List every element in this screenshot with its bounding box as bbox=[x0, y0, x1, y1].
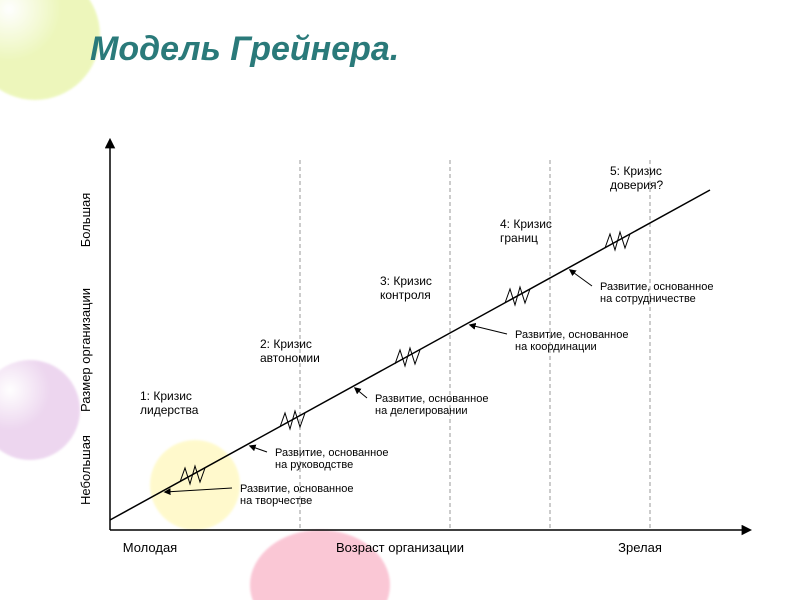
x-axis-ticks: Молодая Возраст организации Зрелая bbox=[123, 540, 662, 555]
stage-arrow-icon bbox=[470, 325, 507, 334]
svg-text:контроля: контроля bbox=[380, 288, 431, 302]
crisis-jag-icon bbox=[395, 348, 420, 366]
stage-labels: Развитие, основанноена творчествеРазвити… bbox=[165, 270, 713, 507]
svg-text:автономии: автономии bbox=[260, 351, 320, 365]
crisis-jag-icon bbox=[280, 411, 305, 429]
stage-label: Развитие, основанноена координации bbox=[470, 325, 628, 353]
svg-text:4: Кризис: 4: Кризис bbox=[500, 217, 552, 231]
x-tick-label: Возраст организации bbox=[336, 540, 464, 555]
stage-label: Развитие, основанноена делегировании bbox=[355, 388, 488, 417]
crisis-label: 1: Кризислидерства bbox=[140, 389, 199, 417]
grid-lines bbox=[300, 160, 650, 530]
stage-arrow-icon bbox=[355, 388, 367, 398]
svg-text:Развитие, основанное: Развитие, основанное bbox=[275, 447, 388, 459]
crisis-label: 5: Кризисдоверия? bbox=[610, 164, 663, 192]
stage-label: Развитие, основанноена сотрудничестве bbox=[570, 270, 713, 305]
y-tick-label: Большая bbox=[78, 193, 93, 248]
svg-text:Развитие, основанное: Развитие, основанное bbox=[600, 281, 713, 293]
stage-arrow-icon bbox=[250, 446, 267, 452]
svg-text:Развитие, основанное: Развитие, основанное bbox=[375, 393, 488, 405]
x-tick-label: Молодая bbox=[123, 540, 177, 555]
crisis-jag-icon bbox=[605, 232, 630, 250]
svg-text:3: Кризис: 3: Кризис bbox=[380, 274, 432, 288]
svg-text:на делегировании: на делегировании bbox=[375, 405, 468, 417]
svg-text:лидерства: лидерства bbox=[140, 403, 199, 417]
y-tick-label: Небольшая bbox=[78, 435, 93, 505]
crisis-jag-icon bbox=[180, 466, 205, 484]
crisis-jag-icon bbox=[505, 287, 530, 305]
svg-text:2: Кризис: 2: Кризис bbox=[260, 337, 312, 351]
y-axis-ticks: Небольшая Размер организации Большая bbox=[78, 193, 93, 505]
svg-text:5: Кризис: 5: Кризис bbox=[610, 164, 662, 178]
crisis-label: 3: Кризисконтроля bbox=[380, 274, 432, 302]
svg-text:на сотрудничестве: на сотрудничестве bbox=[600, 293, 696, 305]
svg-text:границ: границ bbox=[500, 231, 538, 245]
decorative-blob bbox=[0, 360, 80, 460]
crisis-label: 2: Кризисавтономии bbox=[260, 337, 320, 365]
crisis-label: 4: Кризисграниц bbox=[500, 217, 552, 245]
svg-text:Развитие, основанное: Развитие, основанное bbox=[240, 483, 353, 495]
x-tick-label: Зрелая bbox=[618, 540, 662, 555]
svg-text:на руководстве: на руководстве bbox=[275, 459, 353, 471]
svg-text:1: Кризис: 1: Кризис bbox=[140, 389, 192, 403]
stage-arrow-icon bbox=[165, 488, 232, 492]
stage-label: Развитие, основанноена руководстве bbox=[250, 446, 388, 471]
stage-arrow-icon bbox=[570, 270, 592, 286]
svg-text:на творчестве: на творчестве bbox=[240, 495, 312, 507]
svg-text:на координации: на координации bbox=[515, 341, 597, 353]
crisis-labels: 1: Кризислидерства 2: Кризисавтономии 3: К… bbox=[140, 164, 663, 417]
svg-text:доверия?: доверия? bbox=[610, 178, 663, 192]
decorative-blob bbox=[0, 0, 100, 100]
stage-label: Развитие, основанноена творчестве bbox=[165, 483, 353, 507]
svg-text:Развитие, основанное: Развитие, основанное bbox=[515, 329, 628, 341]
growth-trend-line bbox=[110, 190, 710, 520]
page-title: Модель Грейнера. bbox=[90, 30, 399, 69]
greiner-chart: Небольшая Размер организации Большая Молод… bbox=[70, 100, 770, 580]
y-tick-label: Размер организации bbox=[78, 288, 93, 412]
